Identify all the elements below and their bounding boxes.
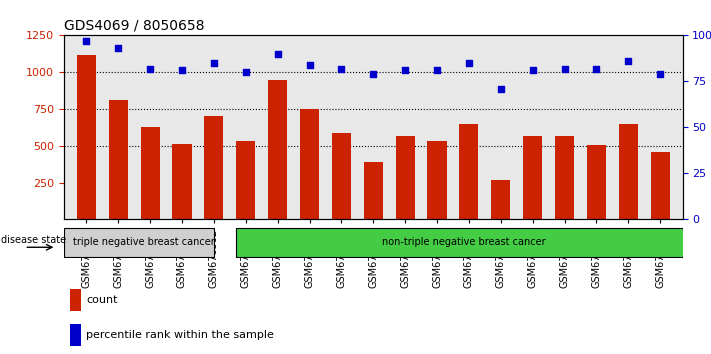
Point xyxy=(368,71,379,77)
Point xyxy=(208,60,220,66)
Bar xyxy=(70,324,81,346)
Point xyxy=(527,68,538,73)
Text: GDS4069 / 8050658: GDS4069 / 8050658 xyxy=(64,19,205,33)
Bar xyxy=(77,55,96,219)
Text: non-triple negative breast cancer: non-triple negative breast cancer xyxy=(383,238,546,247)
Point xyxy=(272,51,283,57)
Point xyxy=(591,66,602,72)
Bar xyxy=(587,145,606,219)
Text: triple negative breast cancer: triple negative breast cancer xyxy=(73,238,215,247)
Point xyxy=(336,66,347,72)
Point xyxy=(144,66,156,72)
Bar xyxy=(64,228,214,257)
Bar xyxy=(491,180,510,219)
Bar xyxy=(236,228,692,257)
Bar xyxy=(651,152,670,219)
Bar xyxy=(523,136,542,219)
Point xyxy=(400,68,411,73)
Point xyxy=(559,66,570,72)
Bar xyxy=(332,133,351,219)
Bar xyxy=(109,100,128,219)
Point xyxy=(495,86,506,92)
Text: disease state: disease state xyxy=(1,235,66,245)
Point xyxy=(623,58,634,64)
Bar xyxy=(141,127,160,219)
Text: count: count xyxy=(86,295,118,305)
Point xyxy=(655,71,666,77)
Bar xyxy=(555,136,574,219)
Point xyxy=(176,68,188,73)
Bar xyxy=(300,109,319,219)
Point xyxy=(304,62,315,68)
Text: percentile rank within the sample: percentile rank within the sample xyxy=(86,330,274,340)
Bar xyxy=(268,80,287,219)
Bar xyxy=(204,116,223,219)
Point xyxy=(432,68,443,73)
Bar xyxy=(619,125,638,219)
Bar xyxy=(236,142,255,219)
Bar xyxy=(172,144,191,219)
Bar xyxy=(427,141,447,219)
Bar xyxy=(70,289,81,311)
Bar xyxy=(364,162,383,219)
Bar xyxy=(459,125,479,219)
Point xyxy=(112,45,124,51)
Bar xyxy=(395,136,415,219)
Point xyxy=(80,38,92,44)
Point xyxy=(240,69,252,75)
Point xyxy=(464,60,475,66)
